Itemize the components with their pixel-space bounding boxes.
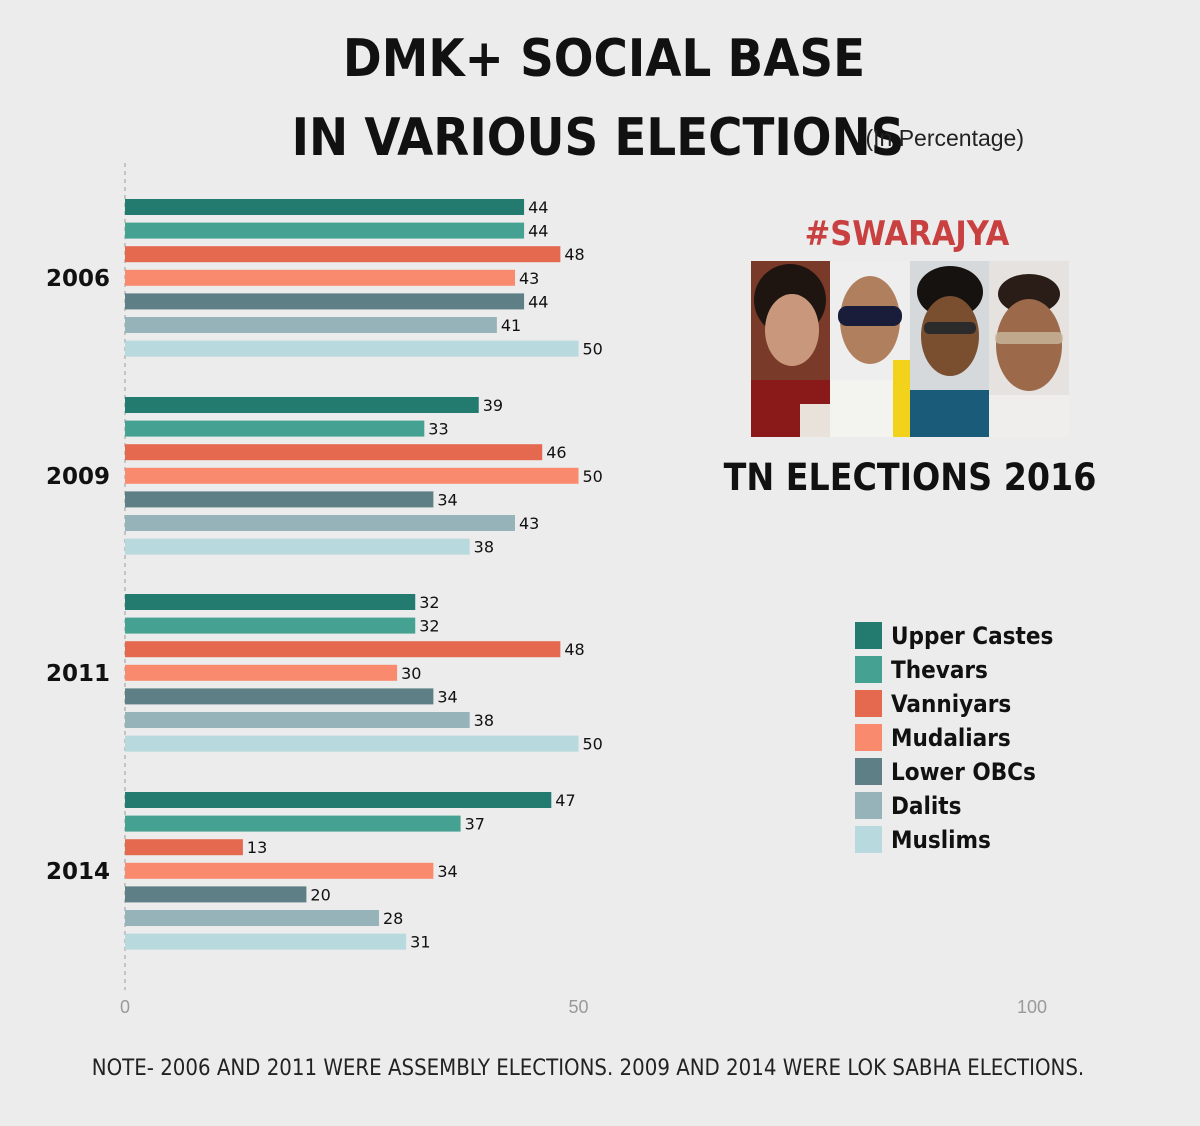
bar-2014-dalits [125, 910, 379, 926]
bar-2009-lower-obcs [125, 491, 434, 508]
bar-2009-upper-castes [125, 397, 479, 413]
legend-swatch [855, 622, 882, 649]
value-label: 38 [474, 538, 494, 557]
bar-2006-upper-castes [125, 199, 525, 215]
x-tick-labels: 0 50 100 [120, 997, 1047, 1017]
value-label: 32 [419, 593, 439, 612]
chart-title-line-1: DMK+ SOCIAL BASE [343, 29, 865, 89]
unit-note: (In Percentage) [865, 125, 1024, 151]
brand-hashtag: #SWARAJYA [805, 214, 1010, 254]
bar-2014-mudaliars [125, 862, 434, 879]
bar-2006-lower-obcs [125, 293, 525, 310]
bar-2011-dalits [125, 712, 470, 728]
value-label: 38 [474, 711, 494, 730]
value-label: 41 [501, 316, 521, 335]
legend-swatch [855, 792, 882, 819]
bar-2006-dalits [125, 317, 497, 333]
portrait-3 [910, 261, 989, 437]
category-label-2009: 2009 [46, 464, 110, 490]
value-label: 44 [528, 292, 548, 311]
bar-2014-thevars [125, 815, 461, 832]
portrait-1 [751, 261, 830, 437]
footnote: NOTE- 2006 AND 2011 WERE ASSEMBLY ELECTI… [92, 1056, 1084, 1081]
legend-swatch [855, 724, 882, 751]
category-label-2014: 2014 [46, 859, 110, 885]
value-label: 46 [546, 443, 566, 462]
bar-2009-vanniyars [125, 444, 543, 461]
legend-label: Dalits [891, 792, 961, 820]
legend-label: Muslims [891, 826, 991, 854]
value-label: 50 [583, 467, 603, 486]
chart-title-line-2: IN VARIOUS ELECTIONS [292, 108, 905, 168]
value-label: 37 [465, 815, 485, 834]
bar-2011-upper-castes [125, 594, 416, 610]
value-label: 44 [528, 198, 548, 217]
bar-2011-lower-obcs [125, 688, 434, 705]
x-tick-0: 0 [120, 997, 130, 1017]
bar-2011-vanniyars [125, 641, 561, 658]
value-label: 50 [583, 735, 603, 754]
value-label: 44 [528, 222, 548, 241]
legend-label: Mudaliars [891, 724, 1011, 752]
value-label: 28 [383, 909, 403, 928]
bar-2006-thevars [125, 222, 525, 239]
value-label: 47 [555, 791, 575, 810]
bar-2014-vanniyars [125, 839, 243, 856]
value-label: 48 [564, 245, 584, 264]
value-label: 43 [519, 269, 539, 288]
legend-label: Lower OBCs [891, 758, 1036, 786]
subtitle-tn-elections: TN ELECTIONS 2016 [724, 456, 1097, 499]
bar-2011-thevars [125, 617, 416, 634]
category-label-2006: 2006 [46, 266, 110, 292]
bar-2014-muslims [125, 933, 407, 950]
x-tick-100: 100 [1017, 997, 1047, 1017]
value-label: 13 [247, 838, 267, 857]
bar-2009-thevars [125, 420, 425, 437]
value-label: 34 [437, 862, 457, 881]
value-label: 33 [428, 420, 448, 439]
category-label-2011: 2011 [46, 661, 110, 687]
value-label: 31 [410, 933, 430, 952]
value-label: 34 [437, 687, 457, 706]
bar-2009-dalits [125, 515, 516, 531]
legend-label: Thevars [891, 656, 988, 684]
value-label: 32 [419, 617, 439, 636]
legend-swatch [855, 690, 882, 717]
value-label: 20 [310, 885, 330, 904]
value-label: 48 [564, 640, 584, 659]
value-label: 34 [437, 490, 457, 509]
bar-2009-muslims [125, 538, 470, 555]
portrait-4 [989, 261, 1069, 437]
bar-2006-vanniyars [125, 246, 561, 263]
bar-2006-mudaliars [125, 269, 516, 286]
bar-2009-mudaliars [125, 467, 579, 484]
legend: Upper Castes Thevars Vanniyars Mudaliars Low… [855, 622, 1053, 854]
category-labels: 2006 2009 2011 2014 [46, 266, 110, 885]
legend-swatch [855, 656, 882, 683]
portrait-photo-strip [751, 261, 1069, 437]
bar-2014-lower-obcs [125, 886, 307, 903]
bar-2011-mudaliars [125, 664, 398, 681]
legend-swatch [855, 826, 882, 853]
bar-2006-muslims [125, 340, 579, 357]
x-tick-50: 50 [568, 997, 588, 1017]
bar-2011-muslims [125, 735, 579, 752]
portrait-2 [830, 261, 910, 437]
bars-group: 44 44 48 43 44 41 50 39 33 46 50 34 43 38 32 32 48 30 34 38… [125, 198, 603, 952]
value-label: 43 [519, 514, 539, 533]
bar-2014-upper-castes [125, 792, 552, 808]
value-label: 39 [483, 396, 503, 415]
legend-swatch [855, 758, 882, 785]
value-label: 30 [401, 664, 421, 683]
legend-label: Upper Castes [891, 622, 1053, 650]
value-label: 50 [583, 340, 603, 359]
legend-label: Vanniyars [891, 690, 1011, 718]
